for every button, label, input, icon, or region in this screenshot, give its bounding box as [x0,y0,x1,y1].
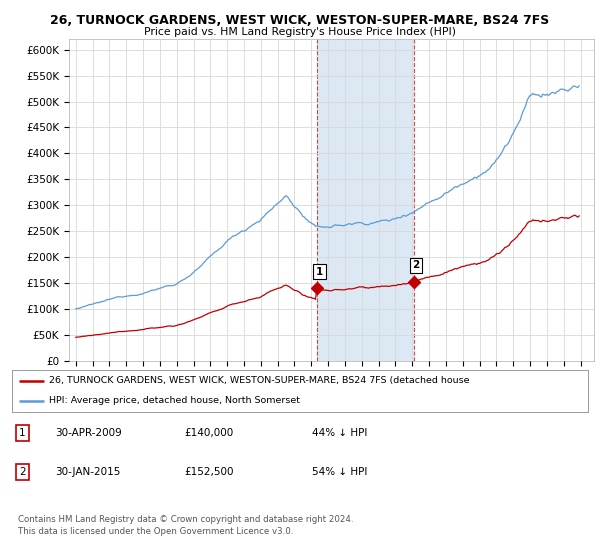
Text: 1: 1 [316,267,323,277]
Text: £140,000: £140,000 [185,428,234,438]
Text: 2: 2 [413,260,420,270]
Text: HPI: Average price, detached house, North Somerset: HPI: Average price, detached house, Nort… [49,396,301,405]
Text: 2: 2 [19,467,26,477]
Text: 54% ↓ HPI: 54% ↓ HPI [311,467,367,477]
Text: 26, TURNOCK GARDENS, WEST WICK, WESTON-SUPER-MARE, BS24 7FS: 26, TURNOCK GARDENS, WEST WICK, WESTON-S… [50,14,550,27]
Bar [317,39,413,361]
Text: Price paid vs. HM Land Registry's House Price Index (HPI): Price paid vs. HM Land Registry's House … [144,27,456,37]
Text: 1: 1 [19,428,26,438]
Text: 26, TURNOCK GARDENS, WEST WICK, WESTON-SUPER-MARE, BS24 7FS (detached house: 26, TURNOCK GARDENS, WEST WICK, WESTON-S… [49,376,470,385]
Text: This data is licensed under the Open Government Licence v3.0.: This data is licensed under the Open Gov… [18,528,293,536]
Text: 30-JAN-2015: 30-JAN-2015 [55,467,121,477]
Text: Contains HM Land Registry data © Crown copyright and database right 2024.: Contains HM Land Registry data © Crown c… [18,515,353,524]
Text: £152,500: £152,500 [185,467,234,477]
Text: 44% ↓ HPI: 44% ↓ HPI [311,428,367,438]
Text: 30-APR-2009: 30-APR-2009 [55,428,122,438]
